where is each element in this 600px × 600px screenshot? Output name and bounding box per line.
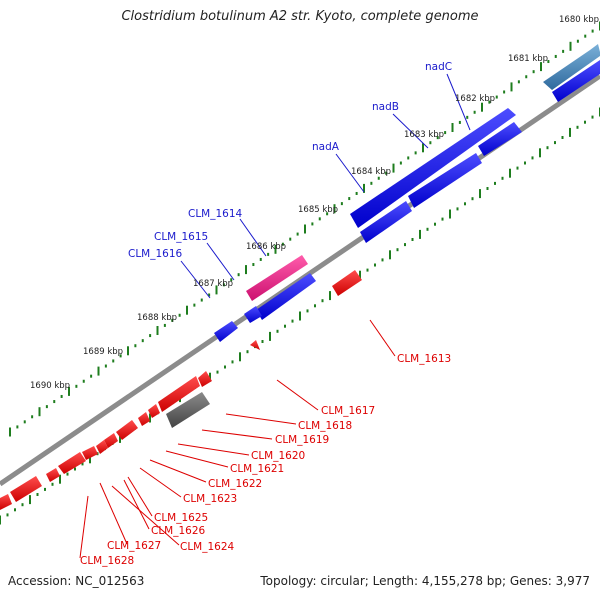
cds-CLM_1614 bbox=[246, 255, 308, 301]
reverse-gene-label: CLM_1619 bbox=[275, 434, 329, 446]
forward-leader-line bbox=[446, 73, 471, 131]
reverse-leader-line bbox=[139, 467, 182, 498]
scale-label: 1680 kbp bbox=[559, 15, 599, 25]
map-title: Clostridium botulinum A2 str. Kyoto, com… bbox=[121, 9, 479, 24]
reverse-gene-label: CLM_1622 bbox=[208, 478, 262, 490]
reverse-gene-label: CLM_1626 bbox=[151, 525, 206, 537]
reverse-leader-lines bbox=[79, 319, 396, 559]
forward-gene-label: nadA bbox=[312, 141, 340, 153]
forward-features bbox=[214, 44, 600, 342]
reverse-leader-line bbox=[165, 450, 229, 468]
cds-nadA-2 bbox=[360, 201, 412, 243]
reverse-leader-line bbox=[111, 485, 180, 546]
forward-leader-line bbox=[206, 242, 235, 281]
forward-leader-line bbox=[239, 218, 267, 257]
cds-CLM_1623 bbox=[96, 440, 108, 454]
reverse-leader-line bbox=[99, 482, 128, 545]
cds-CLM_1616 bbox=[214, 321, 238, 342]
cds-CLM_1620 bbox=[138, 412, 150, 426]
cds-CLM_1619 bbox=[148, 404, 160, 418]
scale-label: 1688 kbp bbox=[137, 313, 177, 323]
cds-CLM_1618-b bbox=[198, 371, 212, 387]
cds-nadB bbox=[350, 108, 516, 228]
cds-CLM_1615 bbox=[256, 273, 316, 320]
reverse-gene-label: CLM_1625 bbox=[154, 512, 208, 524]
cds-CLM_1624 bbox=[82, 446, 98, 460]
scale-label: 1690 kbp bbox=[30, 381, 70, 391]
cds-CLM_1622 bbox=[104, 433, 118, 448]
cds-small bbox=[250, 340, 260, 350]
reverse-leader-line bbox=[201, 429, 273, 440]
reverse-leader-line bbox=[369, 319, 396, 357]
topology-summary: Topology: circular; Length: 4,155,278 bp… bbox=[260, 574, 590, 588]
scale-label: 1682 kbp bbox=[455, 94, 495, 104]
reverse-gene-label: CLM_1620 bbox=[251, 450, 305, 462]
scale-label: 1689 kbp bbox=[83, 347, 123, 357]
forward-leader-line bbox=[335, 153, 365, 193]
cds-CLM_1628 bbox=[0, 494, 12, 510]
forward-gene-label: CLM_1616 bbox=[128, 248, 183, 260]
accession-label: Accession: NC_012563 bbox=[8, 574, 145, 588]
reverse-gene-label: CLM_1624 bbox=[180, 541, 235, 553]
scale-label: 1685 kbp bbox=[298, 205, 338, 215]
cds-CLM_1625 bbox=[58, 452, 86, 474]
reverse-leader-line bbox=[276, 379, 319, 411]
forward-gene-labels: nadC nadB nadA CLM_1614 CLM_1615 CLM_1616 bbox=[128, 61, 452, 260]
reverse-gene-label: CLM_1621 bbox=[230, 463, 284, 475]
forward-gene-label: CLM_1614 bbox=[188, 208, 243, 220]
reverse-leader-line bbox=[225, 413, 297, 425]
forward-leader-line bbox=[392, 113, 429, 149]
reverse-leader-line bbox=[149, 459, 207, 483]
scale-label: 1686 kbp bbox=[246, 242, 286, 252]
reverse-gene-label: CLM_1628 bbox=[80, 555, 134, 567]
scale-labels: 1680 kbp 1681 kbp 1682 kbp 1683 kbp 1684 kbp… bbox=[30, 15, 599, 391]
reverse-features bbox=[0, 270, 362, 510]
cds-CLM_1626 bbox=[46, 468, 60, 482]
cds-CLM_1618 bbox=[158, 376, 200, 412]
cds-nadC bbox=[478, 122, 522, 156]
forward-leader-line bbox=[180, 260, 211, 299]
cds-CLM_1615-b bbox=[244, 306, 262, 323]
cds-CLM_1617 bbox=[166, 392, 210, 428]
reverse-leader-line bbox=[123, 479, 150, 530]
scale-label: 1681 kbp bbox=[508, 54, 548, 64]
forward-gene-label: CLM_1615 bbox=[154, 231, 208, 243]
cds-CLM_1627 bbox=[10, 476, 42, 502]
reverse-gene-label: CLM_1627 bbox=[107, 540, 161, 552]
scale-label: 1683 kbp bbox=[404, 130, 444, 140]
forward-gene-label: nadC bbox=[425, 61, 452, 73]
cds-nadA bbox=[408, 153, 482, 208]
cds-CLM_1621 bbox=[116, 420, 138, 440]
reverse-leader-line bbox=[79, 495, 89, 559]
reverse-leader-line bbox=[177, 443, 250, 456]
reverse-gene-labels: CLM_1613 CLM_1617 CLM_1618 CLM_1619 CLM_1620… bbox=[80, 353, 451, 567]
forward-gene-label: nadB bbox=[372, 101, 399, 113]
cds-CLM_1613 bbox=[332, 270, 362, 296]
forward-leader-lines bbox=[180, 73, 471, 299]
reverse-gene-label: CLM_1613 bbox=[397, 353, 451, 365]
rna-feature bbox=[543, 44, 600, 90]
reverse-gene-label: CLM_1617 bbox=[321, 405, 375, 417]
scale-label: 1687 kbp bbox=[193, 279, 233, 289]
cds-nadC-upstream bbox=[552, 60, 600, 102]
reverse-gene-label: CLM_1623 bbox=[183, 493, 237, 505]
outer-scale-track bbox=[9, 21, 600, 437]
reverse-leader-line bbox=[127, 476, 153, 517]
scale-label: 1684 kbp bbox=[351, 167, 391, 177]
reverse-gene-label: CLM_1618 bbox=[298, 420, 352, 432]
